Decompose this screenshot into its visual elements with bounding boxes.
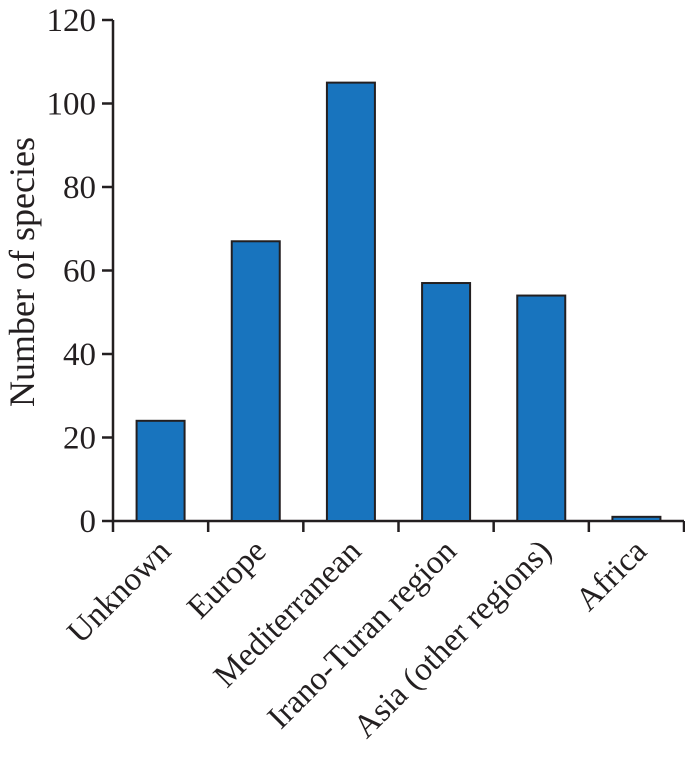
y-tick-label: 0 xyxy=(80,504,97,540)
bar-asia-other-regions xyxy=(516,294,567,522)
x-tick-label: Unknown xyxy=(61,533,179,651)
bar-mediterranean xyxy=(325,81,376,522)
bar-irano-turan-region xyxy=(421,282,472,522)
y-axis-ticks: 0 20 40 60 80 100 120 xyxy=(47,3,113,540)
y-tick-label: 100 xyxy=(47,87,97,123)
bar-europe xyxy=(230,240,281,522)
y-tick-label: 120 xyxy=(47,3,97,39)
y-tick-label: 80 xyxy=(63,170,96,206)
y-tick-label: 40 xyxy=(63,337,96,373)
x-tick-label: Europe xyxy=(181,533,274,626)
bar-unknown xyxy=(135,419,186,522)
bar-africa xyxy=(611,515,662,523)
y-tick-label: 20 xyxy=(63,421,96,457)
y-tick-label: 60 xyxy=(63,254,96,290)
x-tick-label: Africa xyxy=(569,533,654,618)
bars xyxy=(135,81,662,523)
x-axis-ticks xyxy=(111,521,685,532)
y-axis-title: Number of species xyxy=(2,137,42,407)
